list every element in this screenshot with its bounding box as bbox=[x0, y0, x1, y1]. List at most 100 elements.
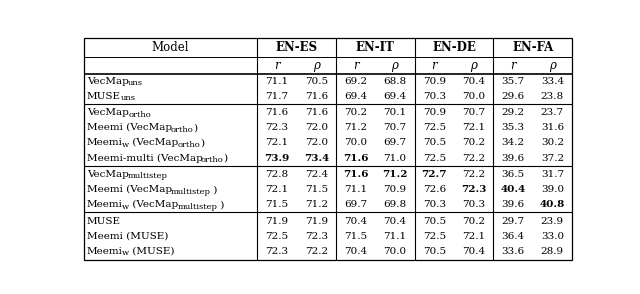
Text: 31.7: 31.7 bbox=[541, 170, 564, 179]
Text: 71.6: 71.6 bbox=[266, 108, 289, 117]
Text: 72.5: 72.5 bbox=[423, 232, 446, 241]
Text: 72.5: 72.5 bbox=[423, 153, 446, 163]
Text: 36.4: 36.4 bbox=[502, 232, 525, 241]
Text: 72.3: 72.3 bbox=[266, 247, 289, 256]
Text: 70.5: 70.5 bbox=[423, 138, 446, 147]
Text: 70.4: 70.4 bbox=[462, 247, 485, 256]
Text: 70.3: 70.3 bbox=[462, 200, 485, 209]
Text: ρ: ρ bbox=[470, 59, 477, 72]
Text: EN-IT: EN-IT bbox=[356, 41, 395, 54]
Text: 72.4: 72.4 bbox=[305, 170, 328, 179]
Text: 29.6: 29.6 bbox=[502, 92, 525, 101]
Text: ρ: ρ bbox=[392, 59, 398, 72]
Text: ortho: ortho bbox=[178, 141, 200, 149]
Text: ρ: ρ bbox=[549, 59, 556, 72]
Text: ): ) bbox=[200, 138, 204, 147]
Text: 72.6: 72.6 bbox=[423, 185, 446, 194]
Text: 70.7: 70.7 bbox=[462, 108, 485, 117]
Text: 29.7: 29.7 bbox=[502, 216, 525, 225]
Text: ortho: ortho bbox=[201, 156, 224, 164]
Text: 71.5: 71.5 bbox=[266, 200, 289, 209]
Text: 70.9: 70.9 bbox=[423, 108, 446, 117]
Text: 23.8: 23.8 bbox=[541, 92, 564, 101]
Text: 31.6: 31.6 bbox=[541, 123, 564, 132]
Text: 72.3: 72.3 bbox=[461, 185, 486, 194]
Text: (VecMap: (VecMap bbox=[129, 200, 179, 209]
Text: 70.5: 70.5 bbox=[423, 216, 446, 225]
Text: 70.2: 70.2 bbox=[462, 216, 485, 225]
Text: 72.8: 72.8 bbox=[266, 170, 289, 179]
Text: 71.1: 71.1 bbox=[383, 232, 406, 241]
Text: 72.3: 72.3 bbox=[305, 232, 328, 241]
Text: 70.0: 70.0 bbox=[383, 247, 406, 256]
Text: 70.3: 70.3 bbox=[423, 200, 446, 209]
Text: 35.3: 35.3 bbox=[502, 123, 525, 132]
Text: 70.2: 70.2 bbox=[462, 138, 485, 147]
Text: r: r bbox=[274, 59, 280, 72]
Text: 68.8: 68.8 bbox=[383, 77, 406, 86]
Text: ρ: ρ bbox=[313, 59, 320, 72]
Text: r: r bbox=[353, 59, 358, 72]
Text: 69.7: 69.7 bbox=[383, 138, 406, 147]
Text: 72.2: 72.2 bbox=[305, 247, 328, 256]
Text: 70.1: 70.1 bbox=[383, 108, 406, 117]
Text: multistep: multistep bbox=[128, 172, 168, 181]
Text: 71.7: 71.7 bbox=[266, 92, 289, 101]
Text: 36.5: 36.5 bbox=[502, 170, 525, 179]
Text: ortho: ortho bbox=[128, 111, 151, 118]
Text: 29.2: 29.2 bbox=[502, 108, 525, 117]
Text: 35.7: 35.7 bbox=[502, 77, 525, 86]
Text: 30.2: 30.2 bbox=[541, 138, 564, 147]
Text: (VecMap: (VecMap bbox=[129, 138, 179, 148]
Text: (MUSE): (MUSE) bbox=[129, 247, 175, 256]
Text: 72.1: 72.1 bbox=[266, 138, 289, 147]
Text: Meemi: Meemi bbox=[87, 247, 123, 256]
Text: 71.9: 71.9 bbox=[305, 216, 328, 225]
Text: 72.2: 72.2 bbox=[462, 153, 485, 163]
Text: 33.0: 33.0 bbox=[541, 232, 564, 241]
Text: 70.5: 70.5 bbox=[423, 247, 446, 256]
Text: 28.9: 28.9 bbox=[541, 247, 564, 256]
Text: 71.6: 71.6 bbox=[343, 170, 369, 179]
Text: 72.5: 72.5 bbox=[423, 123, 446, 132]
Text: w: w bbox=[122, 249, 129, 258]
Text: 72.3: 72.3 bbox=[266, 123, 289, 132]
Text: 69.2: 69.2 bbox=[344, 77, 367, 86]
Text: 71.0: 71.0 bbox=[383, 153, 406, 163]
Text: Meemi (MUSE): Meemi (MUSE) bbox=[87, 232, 168, 241]
Text: MUSE: MUSE bbox=[87, 92, 121, 101]
Text: 71.6: 71.6 bbox=[305, 108, 328, 117]
Text: 71.9: 71.9 bbox=[266, 216, 289, 225]
Text: 73.4: 73.4 bbox=[303, 153, 329, 163]
Text: 70.4: 70.4 bbox=[462, 77, 485, 86]
Text: uns: uns bbox=[120, 94, 136, 102]
Text: 69.7: 69.7 bbox=[344, 200, 367, 209]
Text: 71.1: 71.1 bbox=[344, 185, 367, 194]
Text: 70.2: 70.2 bbox=[344, 108, 367, 117]
Text: 72.0: 72.0 bbox=[305, 138, 328, 147]
Text: 70.9: 70.9 bbox=[423, 77, 446, 86]
Text: 72.5: 72.5 bbox=[266, 232, 289, 241]
Text: r: r bbox=[510, 59, 516, 72]
Text: 23.7: 23.7 bbox=[541, 108, 564, 117]
Text: 72.1: 72.1 bbox=[266, 185, 289, 194]
Text: 39.6: 39.6 bbox=[502, 200, 525, 209]
Text: 70.0: 70.0 bbox=[344, 138, 367, 147]
Text: Meemi (VecMap: Meemi (VecMap bbox=[87, 185, 172, 194]
Text: 70.4: 70.4 bbox=[383, 216, 406, 225]
Text: 72.1: 72.1 bbox=[462, 123, 485, 132]
Text: uns: uns bbox=[128, 79, 143, 87]
Text: ): ) bbox=[223, 153, 227, 163]
Text: 72.7: 72.7 bbox=[422, 170, 447, 179]
Text: 70.7: 70.7 bbox=[383, 123, 406, 132]
Text: 33.4: 33.4 bbox=[541, 77, 564, 86]
Text: Meemi: Meemi bbox=[87, 138, 123, 147]
Text: 40.8: 40.8 bbox=[540, 200, 565, 209]
Text: EN-FA: EN-FA bbox=[512, 41, 554, 54]
Text: 33.6: 33.6 bbox=[502, 247, 525, 256]
Text: w: w bbox=[122, 203, 129, 211]
Text: 70.5: 70.5 bbox=[305, 77, 328, 86]
Text: Model: Model bbox=[152, 41, 189, 54]
Text: multistep: multistep bbox=[171, 188, 211, 196]
Text: 72.1: 72.1 bbox=[462, 232, 485, 241]
